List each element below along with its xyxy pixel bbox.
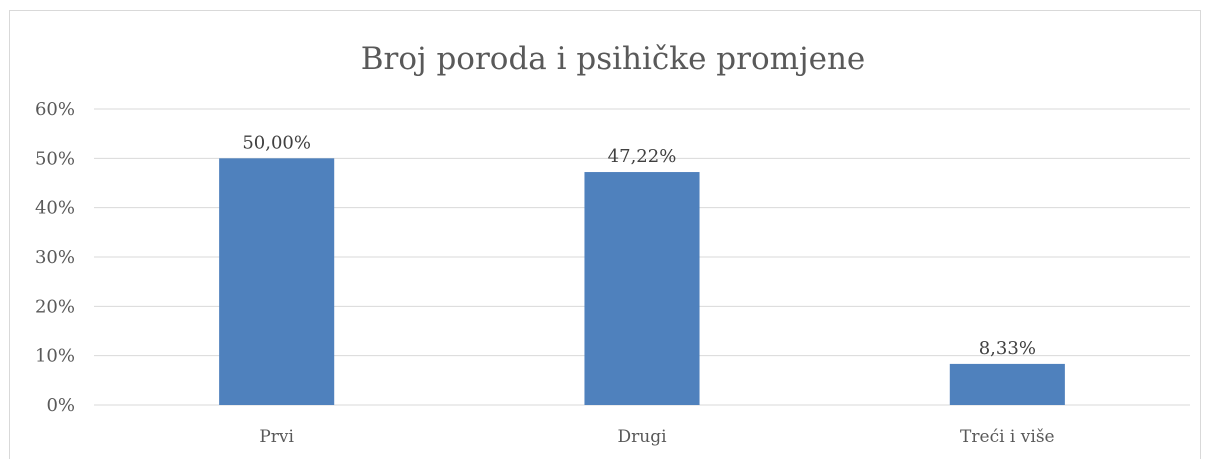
data-label: 50,00% xyxy=(242,132,311,153)
chart-title: Broj poroda i psihičke promjene xyxy=(361,41,866,77)
category-labels: Prvi Drugi Treći i više xyxy=(259,427,1054,447)
bar xyxy=(949,363,1065,405)
y-tick-label: 20% xyxy=(35,296,75,317)
data-labels: 50,00% 47,22% 8,33% xyxy=(242,132,1036,359)
y-axis-ticks: 0% 10% 20% 30% 40% 50% 60% xyxy=(35,99,75,416)
category-label: Drugi xyxy=(617,427,667,447)
y-tick-label: 60% xyxy=(35,99,75,120)
bars xyxy=(219,158,1065,405)
y-tick-label: 40% xyxy=(35,198,75,219)
category-label: Prvi xyxy=(259,427,294,447)
category-label: Treći i više xyxy=(960,427,1055,447)
y-tick-label: 50% xyxy=(35,148,75,169)
data-label: 47,22% xyxy=(608,146,677,167)
bar xyxy=(219,158,335,405)
y-tick-label: 0% xyxy=(46,395,75,416)
bar xyxy=(584,172,700,405)
y-tick-label: 10% xyxy=(35,346,75,367)
y-tick-label: 30% xyxy=(35,247,75,268)
data-label: 8,33% xyxy=(979,338,1036,359)
